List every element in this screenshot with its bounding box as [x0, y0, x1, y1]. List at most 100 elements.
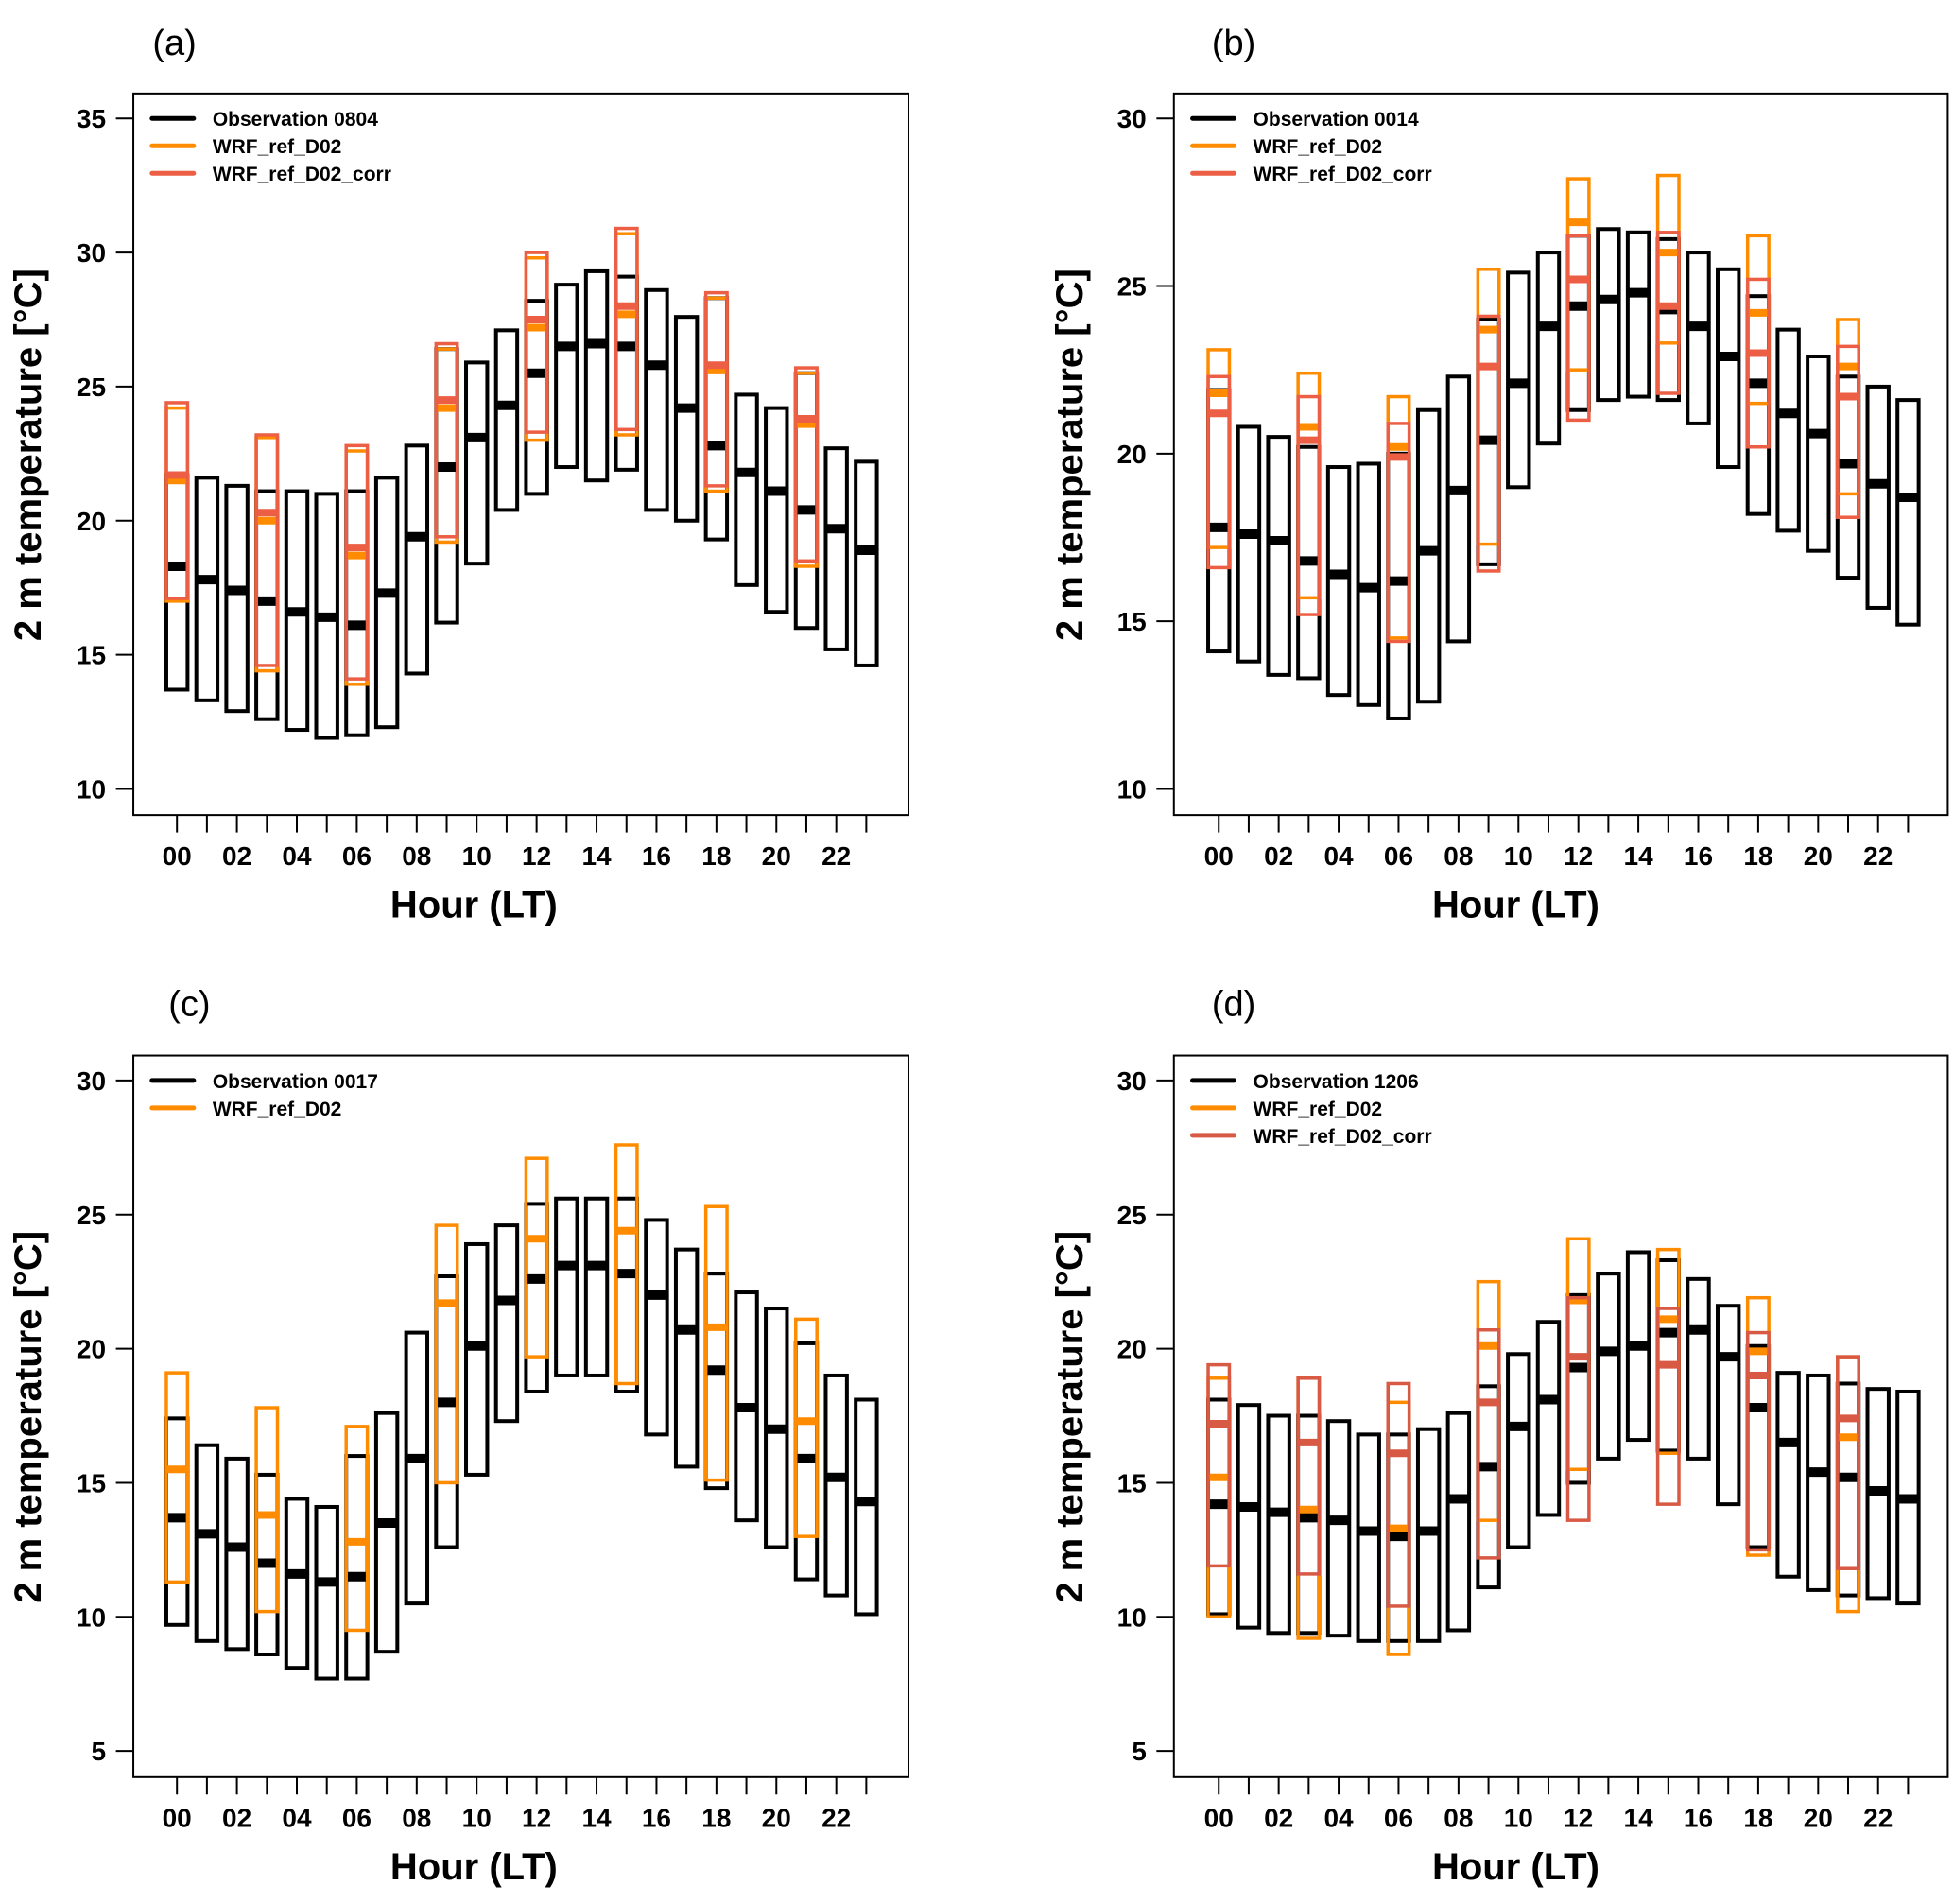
x-tick-label: 08 — [1444, 841, 1473, 871]
y-tick-label: 10 — [1117, 1602, 1147, 1632]
panel-a: (a) 10 15 20 25 30 35 00 02 04 06 08 10 12 14 16 18 20 22 H… — [8, 24, 909, 926]
x-tick-label: 20 — [762, 841, 791, 871]
legend-label: WRF_ref_D02 — [1254, 1099, 1383, 1120]
panel-b: (b) 10 15 20 25 30 00 02 04 06 08 10 12 14 16 18 20 22 Hou… — [1049, 24, 1949, 926]
model-box — [1836, 1355, 1860, 1570]
model-box — [164, 1371, 190, 1584]
x-tick-label: 14 — [581, 841, 612, 871]
observation-box — [1325, 1419, 1352, 1638]
observation-box — [1806, 355, 1831, 553]
observation-box — [194, 1443, 220, 1643]
panel-d: (d) 5 10 15 20 25 30 00 02 04 06 08 10 12 14 16 18 20 22 Ho… — [1049, 984, 1949, 1888]
x-axis-title: Hour (LT) — [1432, 1846, 1600, 1888]
legend-label: WRF_ref_D02_corr — [1254, 1126, 1432, 1148]
y-tick-label: 30 — [77, 1066, 106, 1096]
x-tick-label: 18 — [1743, 1804, 1772, 1833]
legend-label: WRF_ref_D02 — [1254, 136, 1383, 158]
observation-box — [823, 446, 849, 651]
x-tick-label: 10 — [462, 1804, 492, 1833]
observation-box — [673, 1247, 700, 1469]
model-box — [1565, 1295, 1591, 1522]
model-box — [1655, 231, 1681, 395]
y-tick-label: 30 — [1117, 104, 1147, 133]
observation-box — [854, 1397, 879, 1617]
y-tick-label: 5 — [91, 1737, 106, 1766]
observation-box — [554, 283, 579, 470]
y-axis-title: 2 m temperature [°C] — [1049, 1231, 1091, 1603]
model-box — [1476, 314, 1501, 573]
x-tick-label: 12 — [522, 1804, 551, 1833]
observation-box — [224, 1456, 250, 1652]
observation-box — [434, 1274, 459, 1549]
x-tick-label: 20 — [1804, 1804, 1833, 1833]
panel-label: (d) — [1212, 984, 1255, 1024]
observation-box — [1535, 251, 1562, 446]
legend-label: WRF_ref_D02_corr — [213, 164, 391, 185]
legend-label: Observation 0014 — [1254, 109, 1419, 130]
x-tick-label: 08 — [1444, 1804, 1473, 1833]
observation-box — [1625, 230, 1651, 399]
x-tick-label: 10 — [1504, 841, 1533, 871]
model-box — [524, 251, 549, 434]
y-tick-label: 25 — [77, 1201, 106, 1230]
observation-box — [644, 287, 669, 512]
legend-label: Observation 1206 — [1254, 1071, 1419, 1093]
x-tick-label: 12 — [1564, 1804, 1593, 1833]
legend-label: WRF_ref_D02_corr — [1254, 164, 1432, 185]
observation-box — [493, 1223, 520, 1424]
y-tick-label: 10 — [1117, 774, 1147, 804]
x-tick-label: 16 — [1684, 1804, 1713, 1833]
series-wrf-ref-d02-corr — [1206, 231, 1860, 644]
plot-frame — [132, 92, 909, 817]
series-observation-1206 — [1206, 1250, 1921, 1643]
observation-box — [1236, 424, 1262, 664]
model-box — [1836, 344, 1860, 519]
x-tick-label: 22 — [821, 841, 851, 871]
y-tick-label: 25 — [1117, 272, 1147, 302]
observation-box — [404, 443, 430, 676]
observation-box — [764, 406, 789, 614]
model-box — [1565, 234, 1591, 423]
y-tick-label: 15 — [1117, 1468, 1147, 1497]
observation-box — [1445, 374, 1472, 644]
observation-box — [1775, 327, 1801, 533]
observation-box — [793, 371, 820, 631]
x-tick-label: 04 — [282, 1804, 312, 1833]
x-tick-label: 18 — [1743, 841, 1772, 871]
panel-label: (c) — [168, 984, 210, 1024]
x-tick-label: 22 — [1863, 1804, 1893, 1833]
y-tick-label: 30 — [77, 238, 106, 268]
x-tick-label: 14 — [1624, 841, 1654, 871]
y-tick-label: 10 — [77, 1602, 106, 1632]
x-tick-label: 12 — [522, 841, 551, 871]
y-tick-label: 15 — [77, 641, 106, 670]
observation-box — [1445, 1411, 1472, 1633]
legend-label: WRF_ref_D02 — [213, 136, 342, 158]
model-box — [434, 341, 459, 539]
x-axis-title: Hour (LT) — [1432, 884, 1600, 926]
x-tick-label: 02 — [222, 1804, 251, 1833]
x-tick-label: 00 — [163, 1804, 192, 1833]
panel-label: (b) — [1212, 24, 1255, 63]
observation-box — [1565, 1292, 1591, 1485]
observation-box — [1266, 435, 1291, 677]
model-box — [614, 226, 639, 432]
y-tick-label: 20 — [1117, 440, 1147, 469]
model-box — [254, 433, 280, 667]
series-wrf-ref-d02-corr — [164, 226, 819, 681]
observation-box — [1535, 1320, 1562, 1517]
model-box — [1745, 1330, 1771, 1552]
model-box — [1206, 1362, 1232, 1568]
observation-box — [373, 476, 400, 730]
model-box — [1655, 1307, 1681, 1506]
model-box — [614, 1143, 639, 1386]
observation-box — [1325, 465, 1352, 698]
observation-box — [524, 1202, 549, 1393]
observation-box — [493, 328, 520, 512]
observation-box — [703, 1272, 730, 1491]
x-tick-label: 14 — [1624, 1804, 1654, 1833]
model-box — [254, 1406, 280, 1614]
observation-box — [1895, 398, 1921, 627]
observation-box — [554, 1196, 579, 1377]
